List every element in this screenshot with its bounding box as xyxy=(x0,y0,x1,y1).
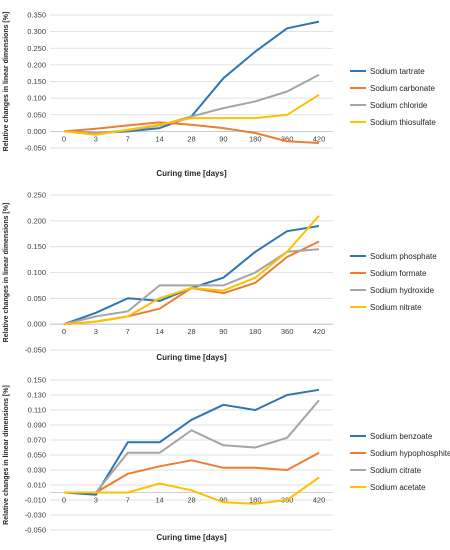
legend-label: Sodium benzoate xyxy=(370,432,433,441)
chart-2: -0.050 0.000 0.050 0.100 0.150 0.200 0.250 0 3 7 1… xyxy=(3,191,437,363)
series-line-sodium-acetate xyxy=(64,476,320,505)
y-tick-label: 0.150 xyxy=(27,77,46,86)
x-tick-label: 14 xyxy=(155,134,163,143)
series-line-sodium-thiosulfate xyxy=(63,93,320,136)
x-tick-label: 3 xyxy=(94,327,98,336)
x-tick-label: 360 xyxy=(281,327,294,336)
x-tick-label: 14 xyxy=(155,327,163,336)
y-tick-label: 0.250 xyxy=(27,191,46,200)
y-tick-label: -0.030 xyxy=(25,511,46,520)
y-tick-label: 0.110 xyxy=(28,406,46,415)
y-axis-title: Relative changes in linear dimensions [%… xyxy=(3,203,10,343)
y-tick-label: 0.050 xyxy=(27,451,46,460)
y-tick-label: 0.130 xyxy=(27,391,46,400)
y-tick-label: 0.100 xyxy=(27,94,46,103)
x-tick-label: 90 xyxy=(219,496,227,505)
x-tick-label: 28 xyxy=(187,496,195,505)
y-tick-label: 0.050 xyxy=(27,294,46,303)
chart-1: -0.050 0.000 0.050 0.100 0.150 0.200 0.250 0.30… xyxy=(3,11,436,179)
legend-label: Sodium acetate xyxy=(370,483,426,492)
x-tick-label: 7 xyxy=(126,134,130,143)
y-tick-label: 0.100 xyxy=(27,268,46,277)
y-axis-title: Relative changes in linear dimensions [%… xyxy=(3,12,10,152)
y-tick-label: 0.300 xyxy=(27,27,46,36)
y-tick-label: 0.050 xyxy=(27,110,46,119)
series-line-sodium-hypophosphite xyxy=(64,451,320,494)
chart-3: -0.050 -0.030 -0.010 0.010 0.030 0.050 0.070 0.… xyxy=(3,376,450,543)
x-tick-label: 420 xyxy=(313,327,326,336)
x-tick-label: 7 xyxy=(126,327,130,336)
legend-label: Sodium nitrate xyxy=(370,303,422,312)
y-tick-label: 0.250 xyxy=(27,44,46,53)
y-tick-label: 0.150 xyxy=(27,376,46,385)
y-tick-label: 0.090 xyxy=(27,421,46,430)
legend-label: Sodium chloride xyxy=(370,101,428,110)
y-tick-label: 0.150 xyxy=(27,242,46,251)
x-axis-title: Curing time [days] xyxy=(156,533,227,542)
x-tick-label: 360 xyxy=(281,134,294,143)
y-tick-label: 0.030 xyxy=(27,466,46,475)
x-tick-label: 420 xyxy=(313,134,326,143)
y-tick-label: -0.010 xyxy=(25,496,46,505)
x-axis-title: Curing time [days] xyxy=(156,169,227,178)
series-line-sodium-phosphate xyxy=(63,225,320,326)
legend-label: Sodium hypophosphite xyxy=(370,449,450,458)
series-line-sodium-carbonate xyxy=(63,121,320,144)
x-tick-label: 3 xyxy=(94,134,98,143)
series-line-sodium-citrate xyxy=(64,399,320,494)
y-tick-label: 0.070 xyxy=(27,436,46,445)
legend-label: Sodium formate xyxy=(370,269,427,278)
x-tick-label: 180 xyxy=(249,496,262,505)
x-axis-title: Curing time [days] xyxy=(156,353,227,362)
legend-label: Sodium thiosulfate xyxy=(370,118,436,127)
y-tick-label: 0.000 xyxy=(27,127,46,136)
x-tick-label: 28 xyxy=(187,327,195,336)
x-tick-label: 0 xyxy=(62,134,66,143)
legend-label: Sodium tartrate xyxy=(370,67,425,76)
legend-label: Sodium phosphate xyxy=(370,252,437,261)
y-tick-label: -0.050 xyxy=(25,346,46,355)
y-tick-label: 0.350 xyxy=(27,11,46,20)
y-tick-label: -0.050 xyxy=(25,144,46,153)
x-tick-label: 0 xyxy=(62,327,66,336)
y-tick-label: 0.010 xyxy=(27,481,46,490)
x-tick-label: 14 xyxy=(155,496,163,505)
x-tick-label: 180 xyxy=(249,134,262,143)
x-tick-label: 420 xyxy=(313,496,326,505)
x-tick-label: 28 xyxy=(187,134,195,143)
x-tick-label: 7 xyxy=(126,496,130,505)
y-tick-label: 0.200 xyxy=(27,60,46,69)
series-line-sodium-nitrate xyxy=(63,215,320,326)
series-line-sodium-hydroxide xyxy=(63,248,320,326)
x-tick-label: 3 xyxy=(94,496,98,505)
x-tick-label: 90 xyxy=(219,327,227,336)
x-tick-label: 180 xyxy=(249,327,262,336)
legend-label: Sodium carbonate xyxy=(370,84,435,93)
series-line-sodium-benzoate xyxy=(63,388,320,496)
x-tick-label: 0 xyxy=(62,496,66,505)
x-tick-label: 90 xyxy=(219,134,227,143)
series-line-sodium-formate xyxy=(63,240,320,326)
y-tick-label: -0.050 xyxy=(25,526,46,535)
y-tick-label: 0.000 xyxy=(27,320,46,329)
y-axis-title: Relative changes in linear dimensions [%… xyxy=(3,385,10,525)
legend-label: Sodium citrate xyxy=(370,466,422,475)
legend-label: Sodium hydroxide xyxy=(370,286,435,295)
y-tick-label: 0.200 xyxy=(27,216,46,225)
